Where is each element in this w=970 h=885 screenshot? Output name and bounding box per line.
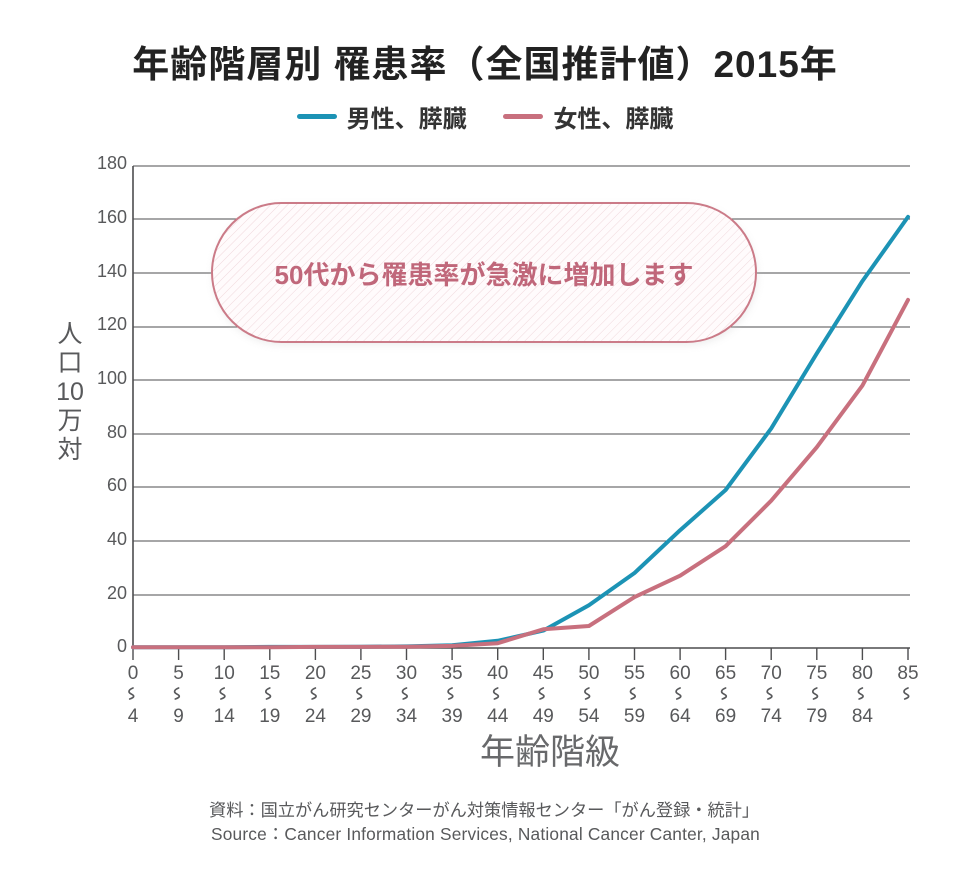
- svg-text:4: 4: [128, 706, 139, 727]
- svg-text:54: 54: [578, 706, 600, 727]
- svg-text:59: 59: [624, 706, 645, 727]
- svg-text:64: 64: [670, 706, 692, 727]
- svg-text:49: 49: [533, 706, 554, 727]
- svg-text:25: 25: [350, 663, 371, 684]
- svg-text:70: 70: [761, 663, 782, 684]
- svg-text:24: 24: [305, 706, 327, 727]
- svg-text:年齢階級: 年齢階級: [480, 733, 620, 772]
- svg-text:74: 74: [761, 706, 783, 727]
- svg-text:Source：Cancer Information Serv: Source：Cancer Information Services, Nati…: [211, 824, 760, 844]
- svg-text:14: 14: [214, 706, 236, 727]
- svg-text:60: 60: [670, 663, 691, 684]
- svg-text:5: 5: [173, 663, 184, 684]
- svg-text:80: 80: [852, 663, 873, 684]
- svg-text:84: 84: [852, 706, 874, 727]
- svg-text:35: 35: [442, 663, 463, 684]
- svg-text:34: 34: [396, 706, 418, 727]
- svg-text:65: 65: [715, 663, 736, 684]
- svg-text:29: 29: [350, 706, 371, 727]
- svg-text:0: 0: [128, 663, 139, 684]
- svg-text:40: 40: [487, 663, 508, 684]
- svg-text:15: 15: [259, 663, 280, 684]
- svg-text:50: 50: [578, 663, 599, 684]
- svg-text:30: 30: [396, 663, 417, 684]
- svg-text:10: 10: [214, 663, 235, 684]
- svg-text:19: 19: [259, 706, 280, 727]
- svg-text:55: 55: [624, 663, 645, 684]
- svg-text:79: 79: [806, 706, 827, 727]
- svg-text:75: 75: [806, 663, 827, 684]
- svg-text:39: 39: [442, 706, 463, 727]
- svg-text:85: 85: [897, 663, 918, 684]
- svg-text:資料：国立がん研究センターがん対策情報センター「がん登録・統: 資料：国立がん研究センターがん対策情報センター「がん登録・統計」: [209, 800, 759, 820]
- svg-text:20: 20: [305, 663, 326, 684]
- svg-text:45: 45: [533, 663, 554, 684]
- svg-text:69: 69: [715, 706, 736, 727]
- svg-text:44: 44: [487, 706, 509, 727]
- svg-text:9: 9: [173, 706, 184, 727]
